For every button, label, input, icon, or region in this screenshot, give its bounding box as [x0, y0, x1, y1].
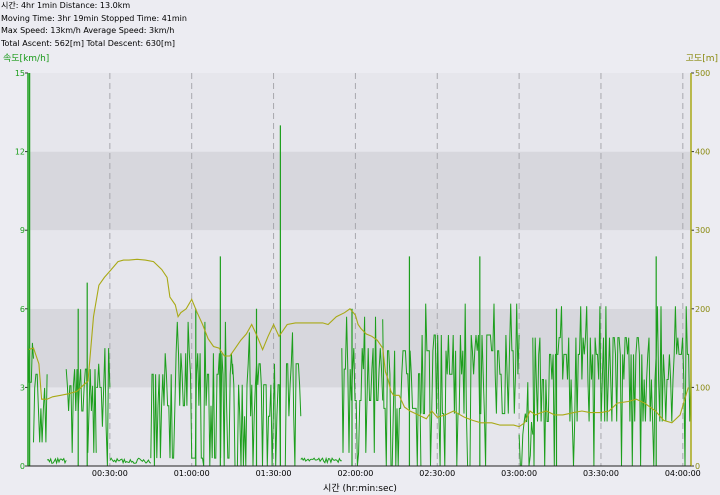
x-tick-label: 00:30:00: [92, 469, 128, 478]
x-tick-label: 04:00:00: [665, 469, 701, 478]
right-tick-label: 300: [695, 226, 710, 235]
right-tick-label: 200: [695, 305, 710, 314]
plot-band: [28, 73, 691, 152]
speed-segment: [300, 456, 342, 465]
x-axis-title: 시간 (hr:min:sec): [323, 484, 397, 494]
speed-segment: [33, 373, 48, 443]
x-tick-label: 02:30:00: [419, 469, 455, 478]
speed-segment: [65, 368, 97, 453]
speed-segment: [109, 457, 152, 465]
speed-segment: [532, 306, 692, 467]
altitude-line: [27, 258, 689, 428]
speed-axis-title: 속도[km/h]: [3, 54, 50, 64]
left-tick-label: 15: [15, 69, 25, 78]
stats-time-distance: 시간: 4hr 1min Distance: 13.0km: [1, 1, 131, 10]
x-tick-label: 03:00:00: [501, 469, 537, 478]
right-tick-label: 400: [695, 148, 710, 157]
left-tick-label: 3: [20, 383, 25, 392]
stats-speed: Max Speed: 13km/h Average Speed: 3km/h: [1, 26, 175, 36]
speed-segment: [46, 456, 67, 465]
right-tick-label: 500: [695, 69, 710, 78]
stats-moving-stopped: Moving Time: 3hr 19min Stopped Time: 41m…: [1, 13, 187, 23]
left-tick-label: 9: [20, 226, 25, 235]
plot-band: [28, 151, 691, 231]
plot-band: [28, 230, 691, 309]
right-tick-label: 100: [695, 383, 710, 392]
speed-segment: [341, 316, 384, 467]
x-tick-label: 01:30:00: [256, 469, 292, 478]
trip-stats: 시간: 4hr 1min Distance: 13.0km Moving Tim…: [1, 0, 187, 50]
speed-segment: [232, 332, 302, 467]
speed-segment: [27, 342, 34, 383]
x-tick-label: 03:30:00: [583, 469, 619, 478]
speed-segment: [96, 348, 111, 467]
stats-ascent-descent: Total Ascent: 562[m] Total Descent: 630[…: [1, 38, 176, 48]
speed-segment: [382, 319, 422, 467]
x-tick-label: 01:00:00: [174, 469, 210, 478]
left-tick-label: 0: [20, 462, 25, 471]
right-tick-label: 0: [695, 462, 700, 471]
x-tick-label: 02:00:00: [337, 469, 373, 478]
speed-segment: [150, 321, 234, 467]
left-tick-label: 12: [15, 148, 25, 157]
left-tick-label: 6: [20, 305, 25, 314]
altitude-axis-title: 고도[m]: [685, 54, 718, 64]
